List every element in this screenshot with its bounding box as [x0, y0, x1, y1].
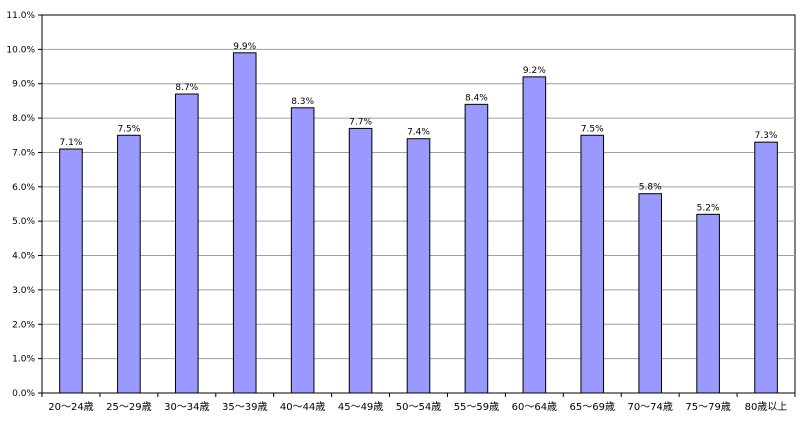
bar	[406, 138, 431, 394]
y-axis: 0.0% 1.0% 2.0% 3.0% 4.0% 5.0% 6.0% 7.0% 8.0% 9.0%…	[6, 11, 43, 399]
bar-data-label: 8.4%	[465, 93, 488, 103]
y-tick-label: 5.0%	[12, 217, 35, 227]
data-labels: 7.1% 7.5% 8.7% 9.9% 8.3% 7.7% 7.4% 8.4% 9.2% 7.5%…	[60, 42, 778, 214]
bar	[580, 134, 605, 394]
bar-data-label: 7.5%	[581, 124, 604, 134]
category-label: 65～69歳	[570, 401, 615, 413]
category-label: 50～54歳	[396, 401, 441, 413]
y-tick-label: 8.0%	[12, 114, 35, 124]
bar-data-label: 5.8%	[639, 183, 662, 193]
bar-data-label: 7.3%	[755, 131, 778, 141]
bar	[59, 148, 83, 394]
y-tick-label: 3.0%	[12, 286, 35, 296]
bar	[696, 213, 720, 394]
grid-lines	[42, 48, 795, 360]
bar-data-label: 7.7%	[349, 117, 372, 127]
y-tick-label: 6.0%	[12, 183, 35, 193]
y-tick-label: 2.0%	[12, 320, 35, 330]
y-tick-label: 4.0%	[12, 252, 35, 262]
category-label: 55～59歳	[454, 401, 499, 413]
y-tick-label: 0.0%	[12, 389, 35, 399]
bar-data-label: 7.5%	[117, 124, 140, 134]
category-label: 25～29歳	[106, 401, 151, 413]
bar	[522, 76, 547, 394]
category-label: 70～74歳	[627, 401, 672, 413]
bar	[464, 103, 489, 394]
category-label: 20～24歳	[48, 401, 93, 413]
bar-data-label: 7.1%	[60, 138, 83, 148]
bar-data-label: 8.3%	[291, 97, 314, 107]
category-label: 75～79歳	[685, 401, 730, 413]
y-tick-label: 9.0%	[12, 80, 35, 90]
bar	[117, 134, 141, 394]
bar-data-label: 8.7%	[175, 83, 198, 93]
category-label: 80歳以上	[745, 401, 788, 413]
bar	[348, 127, 373, 394]
category-label: 40～44歳	[280, 401, 325, 413]
category-label: 35～39歳	[222, 401, 267, 413]
bar-data-label: 9.9%	[233, 42, 256, 52]
bar	[754, 141, 778, 394]
category-label: 30～34歳	[164, 401, 209, 413]
y-tick-label: 1.0%	[12, 355, 35, 365]
bar	[290, 107, 315, 394]
bar	[638, 193, 662, 394]
y-tick-label: 7.0%	[12, 148, 35, 158]
bar	[175, 93, 199, 394]
bar-data-label: 9.2%	[523, 66, 546, 76]
bars	[59, 52, 778, 394]
x-axis: 20～24歳 25～29歳 30～34歳 35～39歳 40～44歳 45～49歳 50～5…	[41, 392, 796, 413]
y-tick-label: 10.0%	[6, 45, 35, 55]
category-label: 60～64歳	[512, 401, 557, 413]
y-tick-label: 11.0%	[6, 11, 35, 21]
bar-data-label: 5.2%	[697, 203, 720, 213]
bar	[232, 52, 257, 394]
category-label: 45～49歳	[338, 401, 383, 413]
bar-data-label: 7.4%	[407, 128, 430, 138]
